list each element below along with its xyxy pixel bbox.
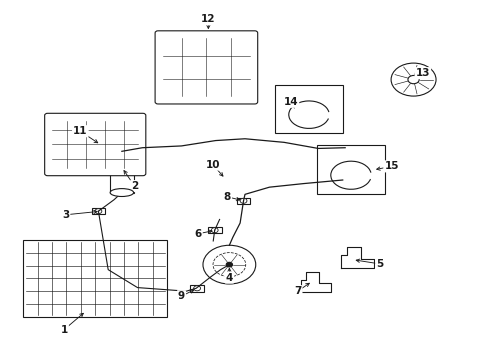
Text: 10: 10: [205, 159, 220, 170]
Circle shape: [203, 245, 256, 284]
Circle shape: [226, 262, 233, 267]
Bar: [237, 198, 250, 204]
Text: 9: 9: [178, 291, 185, 301]
Bar: [23, 240, 167, 317]
Ellipse shape: [110, 189, 134, 197]
Bar: [190, 285, 204, 292]
Circle shape: [226, 262, 233, 267]
Text: 7: 7: [294, 286, 301, 296]
Text: 8: 8: [224, 192, 231, 202]
FancyBboxPatch shape: [155, 31, 258, 104]
Circle shape: [391, 63, 436, 96]
Text: 14: 14: [284, 97, 298, 107]
Bar: [208, 227, 221, 233]
Text: 2: 2: [131, 181, 138, 191]
Text: 3: 3: [62, 210, 69, 220]
Text: 6: 6: [195, 229, 202, 239]
Text: 5: 5: [376, 259, 384, 269]
Circle shape: [211, 228, 218, 233]
Text: 1: 1: [61, 325, 68, 334]
Text: 13: 13: [416, 68, 430, 78]
Bar: [275, 85, 343, 133]
Ellipse shape: [110, 147, 134, 155]
Circle shape: [240, 198, 247, 203]
Bar: [318, 145, 385, 194]
Text: 4: 4: [226, 273, 233, 283]
Circle shape: [194, 286, 200, 291]
FancyBboxPatch shape: [45, 113, 146, 176]
Text: 11: 11: [73, 126, 88, 136]
Bar: [92, 208, 105, 215]
Text: 15: 15: [384, 161, 399, 171]
Bar: [110, 151, 134, 193]
Circle shape: [95, 209, 102, 214]
Text: 12: 12: [201, 14, 216, 24]
Bar: [222, 261, 236, 268]
